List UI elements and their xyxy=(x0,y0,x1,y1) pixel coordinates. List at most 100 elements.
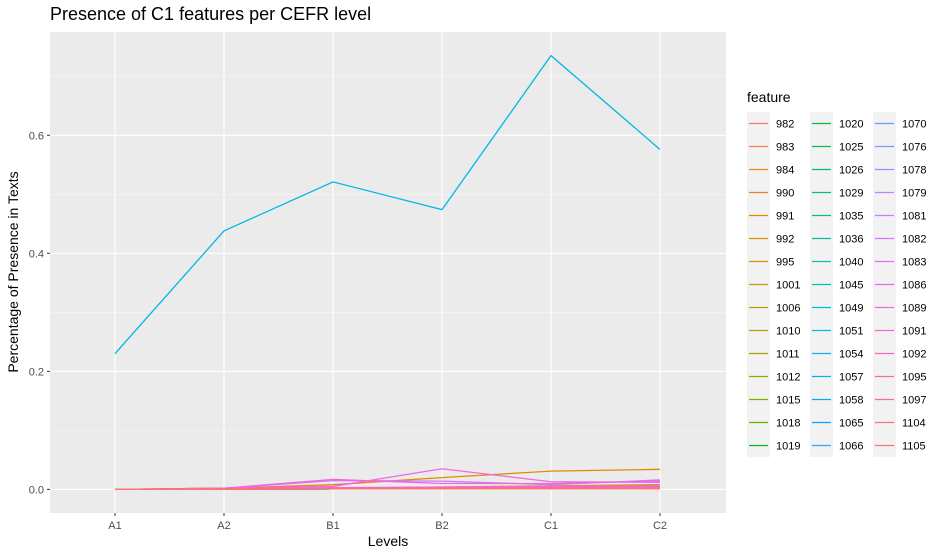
legend-label: 1081 xyxy=(902,211,926,223)
y-tick-label: 0.0 xyxy=(29,484,44,496)
legend-item: 1035 xyxy=(810,204,863,227)
legend-item: 992 xyxy=(747,227,794,250)
x-tick-label: B1 xyxy=(326,520,339,532)
legend-item: 1020 xyxy=(810,112,863,135)
legend-label: 1086 xyxy=(902,280,926,292)
legend-item: 1083 xyxy=(873,250,926,273)
legend-item: 1089 xyxy=(873,296,926,319)
legend: 982 983 984 990 991 992 995 1001 1006 1010 1011 101… xyxy=(747,112,926,457)
legend-item: 1097 xyxy=(873,388,926,411)
legend-item: 984 xyxy=(747,158,794,181)
legend-label: 1082 xyxy=(902,234,926,246)
legend-item: 1058 xyxy=(810,388,863,411)
chart-title: Presence of C1 features per CEFR level xyxy=(50,4,371,24)
legend-label: 1092 xyxy=(902,349,926,361)
legend-item: 1025 xyxy=(810,135,863,158)
legend-item: 1019 xyxy=(747,434,800,457)
legend-item: 1018 xyxy=(747,411,800,434)
x-axis-title: Levels xyxy=(368,533,408,549)
legend-label: 995 xyxy=(776,257,794,269)
x-axis-ticks: A1 A2 B1 B2 C1 C2 xyxy=(108,513,667,532)
legend-label: 1020 xyxy=(839,119,863,131)
x-tick-label: C1 xyxy=(544,520,558,532)
legend-item: 982 xyxy=(747,112,794,135)
y-axis-title: Percentage of Presence in Texts xyxy=(5,171,21,372)
legend-item: 1057 xyxy=(810,365,863,388)
legend-item: 1082 xyxy=(873,227,926,250)
legend-label: 1095 xyxy=(902,372,926,384)
legend-item: 1011 xyxy=(747,342,800,365)
legend-label: 1066 xyxy=(839,441,863,453)
x-tick-label: A2 xyxy=(217,520,230,532)
legend-item: 1010 xyxy=(747,319,800,342)
legend-label: 1010 xyxy=(776,326,800,338)
x-tick-label: A1 xyxy=(108,520,121,532)
legend-item: 991 xyxy=(747,204,794,227)
legend-label: 1015 xyxy=(776,395,800,407)
legend-label: 990 xyxy=(776,188,794,200)
legend-item: 1091 xyxy=(873,319,926,342)
legend-label: 1006 xyxy=(776,303,800,315)
legend-label: 982 xyxy=(776,119,794,131)
legend-title: feature xyxy=(747,89,791,105)
series-lines xyxy=(114,54,661,491)
legend-item: 1070 xyxy=(873,112,926,135)
legend-label: 1045 xyxy=(839,280,863,292)
legend-label: 1058 xyxy=(839,395,863,407)
series-line-1105 xyxy=(115,488,660,491)
legend-label: 1051 xyxy=(839,326,863,338)
legend-label: 1097 xyxy=(902,395,926,407)
legend-label: 1076 xyxy=(902,142,926,154)
legend-item: 1104 xyxy=(873,411,926,434)
plot-panel xyxy=(50,32,726,513)
legend-item: 1049 xyxy=(810,296,863,319)
y-tick-label: 0.4 xyxy=(29,248,44,260)
legend-label: 1079 xyxy=(902,188,926,200)
legend-label: 1091 xyxy=(902,326,926,338)
legend-label: 992 xyxy=(776,234,794,246)
legend-label: 1083 xyxy=(902,257,926,269)
legend-label: 1057 xyxy=(839,372,863,384)
legend-label: 1018 xyxy=(776,418,800,430)
legend-item: 983 xyxy=(747,135,794,158)
legend-item: 1079 xyxy=(873,181,926,204)
legend-item: 1015 xyxy=(747,388,800,411)
legend-item: 1054 xyxy=(810,342,863,365)
x-tick-label: C2 xyxy=(653,520,667,532)
legend-item: 1012 xyxy=(747,365,800,388)
legend-item: 1040 xyxy=(810,250,863,273)
legend-label: 1029 xyxy=(839,188,863,200)
legend-label: 1012 xyxy=(776,372,800,384)
series-line-1054 xyxy=(114,54,661,355)
legend-label: 1026 xyxy=(839,165,863,177)
legend-label: 1105 xyxy=(902,441,926,453)
legend-label: 1089 xyxy=(902,303,926,315)
legend-item: 1105 xyxy=(873,434,926,457)
legend-item: 1026 xyxy=(810,158,863,181)
legend-label: 1078 xyxy=(902,165,926,177)
legend-label: 984 xyxy=(776,165,794,177)
legend-item: 1092 xyxy=(873,342,926,365)
legend-item: 1081 xyxy=(873,204,926,227)
legend-label: 1036 xyxy=(839,234,863,246)
legend-item: 1045 xyxy=(810,273,863,296)
legend-label: 1035 xyxy=(839,211,863,223)
y-axis-ticks: 0.0 0.2 0.4 0.6 xyxy=(29,130,50,496)
legend-item: 990 xyxy=(747,181,794,204)
legend-label: 1040 xyxy=(839,257,863,269)
legend-label: 1065 xyxy=(839,418,863,430)
legend-item: 1076 xyxy=(873,135,926,158)
legend-label: 1019 xyxy=(776,441,800,453)
legend-label: 1011 xyxy=(776,349,800,361)
legend-label: 1049 xyxy=(839,303,863,315)
legend-item: 1036 xyxy=(810,227,863,250)
legend-item: 1065 xyxy=(810,411,863,434)
legend-label: 983 xyxy=(776,142,794,154)
legend-label: 991 xyxy=(776,211,794,223)
legend-label: 1104 xyxy=(902,418,926,430)
legend-item: 1078 xyxy=(873,158,926,181)
legend-item: 995 xyxy=(747,250,794,273)
y-tick-label: 0.6 xyxy=(29,130,44,142)
legend-item: 1095 xyxy=(873,365,926,388)
